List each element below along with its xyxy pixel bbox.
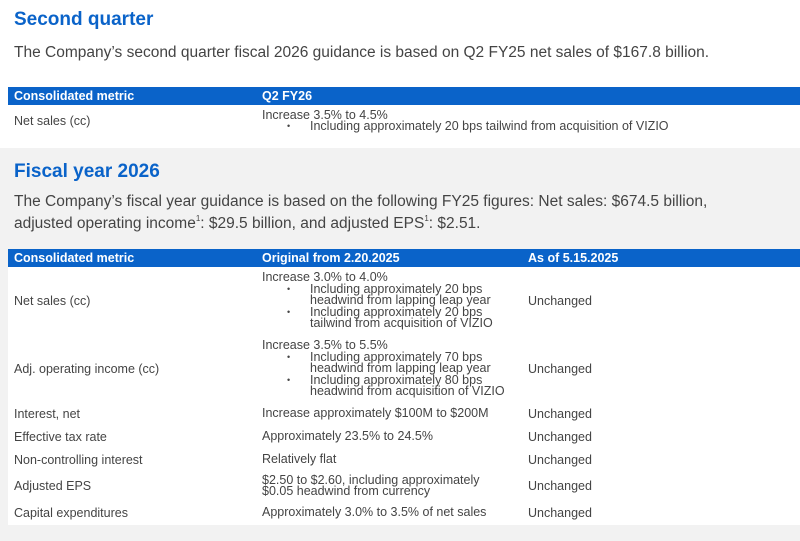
status-cell: Unchanged: [528, 479, 592, 493]
table-row: Interest, net Increase approximately $100…: [8, 403, 800, 425]
status-cell: Unchanged: [528, 407, 592, 421]
guidance-cell: Increase 3.5% to 4.5%Including approxima…: [256, 105, 800, 137]
status-cell: Unchanged: [528, 453, 592, 467]
section-title: Fiscal year 2026: [14, 161, 160, 182]
guidance-bullet: Including approximately 20 bps tailwind …: [262, 120, 794, 133]
table-row: Adj. operating income (cc) Increase 3.5% …: [8, 335, 800, 403]
metric-cell: Capital expenditures: [14, 506, 128, 520]
footnote: 1: [195, 214, 201, 223]
guidance-text: Approximately 3.0% to 3.5% of net sales: [262, 505, 487, 520]
guidance-bullet: Including approximately 20 bps headwind …: [262, 283, 505, 307]
guidance-text: Increase 3.5% to 5.5%: [262, 338, 388, 353]
table-row: Non-controlling interest Relatively flat U…: [8, 449, 800, 471]
table-row: Net sales (cc) Increase 3.5% to 4.5%Inclu…: [8, 105, 800, 137]
intro: The Company’s fiscal year guidance is ba…: [14, 193, 754, 232]
intro-text: : $2.51.: [428, 215, 481, 232]
guidance-table: Consolidated metric Original from 2.20.2…: [8, 249, 800, 525]
guidance-cell: Relatively flat: [256, 449, 522, 471]
q2-section: Second quarter The Company’s second quar…: [0, 0, 800, 148]
guidance-text: $2.50 to $2.60, including approximately …: [262, 472, 480, 498]
header-cell: Consolidated metric: [8, 249, 256, 267]
status-cell: Unchanged: [528, 362, 592, 376]
status-cell: Unchanged: [528, 506, 592, 520]
guidance-cell: Increase approximately $100M to $200M: [256, 403, 522, 425]
fy-section: Fiscal year 2026 The Company’s fiscal ye…: [0, 148, 800, 541]
guidance-cell: Approximately 23.5% to 24.5%: [256, 425, 522, 449]
header-cell: Original from 2.20.2025: [256, 249, 522, 267]
guidance-text: Approximately 23.5% to 24.5%: [262, 429, 433, 444]
header-cell: As of 5.15.2025: [522, 249, 800, 267]
intro: The Company’s second quarter fiscal 2026…: [14, 44, 710, 61]
footnote: 1: [424, 214, 429, 223]
metric-cell: Adj. operating income (cc): [14, 362, 160, 376]
guidance-text: Increase 3.5% to 4.5%: [262, 107, 388, 122]
guidance-bullet: Including approximately 80 bps headwind …: [262, 374, 505, 398]
metric-cell: Effective tax rate: [14, 430, 107, 444]
guidance-table: Consolidated metric Q2 FY26 Net sales (c…: [8, 87, 800, 137]
guidance-text: Increase approximately $100M to $200M: [262, 406, 489, 421]
status-cell: Unchanged: [528, 294, 592, 308]
guidance-cell: Increase 3.5% to 5.5%Including approxima…: [256, 335, 522, 403]
table-row: Net sales (cc)Increase 3.0% to 4.0%Inclu…: [8, 267, 800, 335]
table-row: Capital expenditures Approximately 3.0% t…: [8, 501, 800, 525]
guidance-cell: Increase 3.0% to 4.0%Including approxima…: [256, 267, 522, 335]
guidance-text: Relatively flat: [262, 452, 337, 467]
guidance-cell: $2.50 to $2.60, including approximately …: [256, 471, 522, 501]
guidance-bullet: Including approximately 20 bps tailwind …: [262, 306, 505, 330]
guidance-text: Increase 3.0% to 4.0%: [262, 270, 388, 285]
metric-cell: Interest, net: [14, 407, 81, 421]
status-cell: Unchanged: [528, 430, 592, 444]
header-row: Consolidated metric Q2 FY26: [8, 87, 800, 105]
guidance-cell: Approximately 3.0% to 3.5% of net sales: [256, 501, 522, 525]
header-cell: Q2 FY26: [256, 87, 800, 105]
table-row: Effective tax rate Approximately 23.5% to…: [8, 425, 800, 449]
header-row: Consolidated metric Original from 2.20.2…: [8, 249, 800, 267]
metric-cell: Net sales (cc): [14, 294, 91, 308]
intro-text: : $29.5 billion, and adjusted EPS: [200, 215, 425, 232]
intro-text: The Company’s fiscal year guidance is ba…: [14, 193, 708, 232]
header-cell: Consolidated metric: [8, 87, 256, 105]
guidance-bullet: Including approximately 70 bps headwind …: [262, 351, 505, 375]
metric-cell: Non-controlling interest: [14, 453, 143, 467]
section-title: Second quarter: [14, 9, 154, 30]
metric-cell: Net sales (cc): [14, 114, 91, 128]
table-row: Adjusted EPS $2.50 to $2.60, including ap…: [8, 471, 800, 501]
metric-cell: Adjusted EPS: [14, 479, 92, 493]
